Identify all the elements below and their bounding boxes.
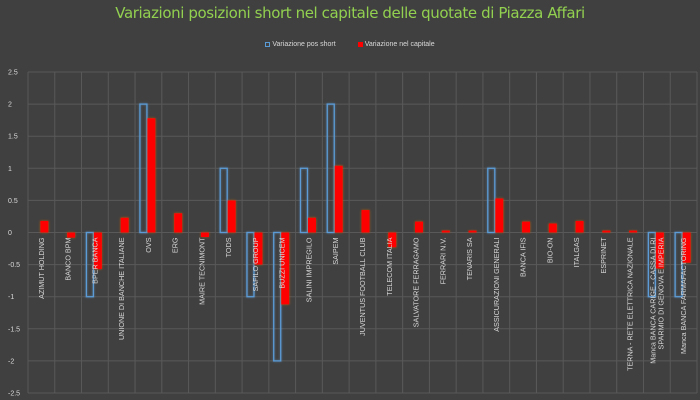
- bar-capitale: [147, 118, 156, 233]
- x-category-label: MAIRE TECNIMONT: [197, 237, 206, 305]
- legend-item-capitale[interactable]: Variazione nel capitale: [357, 41, 435, 48]
- bar-short: [647, 231, 657, 298]
- x-category-label: ESPRINET: [599, 237, 608, 274]
- x-category-label: TENARIS SA: [465, 237, 474, 280]
- legend: Variazione pos short Variazione nel capi…: [0, 41, 700, 48]
- bar-capitale: [120, 217, 129, 233]
- x-category-label: Manca BANCA FARMAFACTORING: [679, 237, 688, 354]
- x-category-label-line: SPARMIO DI GENOVA E IMPERIA: [656, 237, 665, 349]
- bar-capitale: [441, 230, 450, 233]
- bar-capitale: [40, 220, 49, 233]
- bar-short: [246, 231, 255, 298]
- x-category-label: Manca BANCA CARIGE - CASSA DI RISPARMIO …: [648, 237, 665, 363]
- x-category-label: SALVATORE FERRAGAMO: [412, 237, 421, 327]
- x-category-label: ERG: [171, 237, 180, 253]
- y-tick-label: -1.5: [8, 326, 20, 333]
- y-tick-label: 2.5: [8, 70, 18, 77]
- bar-capitale: [174, 213, 183, 233]
- legend-swatch-short: [265, 42, 271, 47]
- y-tick-label: -2: [8, 358, 14, 365]
- x-category-label: TODS: [224, 237, 233, 257]
- y-tick-label: -2.5: [8, 391, 20, 398]
- bar-capitale: [388, 232, 397, 248]
- x-category-label: JUVENTUS FOOTBALL CLUB: [358, 237, 367, 336]
- x-category-label-line: Manca BANCA CARIGE - CASSA DI RI: [648, 238, 657, 364]
- bar-capitale: [602, 230, 611, 233]
- bar-short: [299, 167, 309, 234]
- x-category-label: SALINI IMPREGILO: [304, 237, 313, 302]
- bar-short: [85, 231, 95, 298]
- bar-capitale: [307, 217, 316, 233]
- y-tick-label: -0.5: [8, 262, 20, 269]
- x-category-label: TELECOM ITALIA: [385, 237, 394, 295]
- bar-capitale: [281, 232, 290, 305]
- bar-capitale: [575, 220, 584, 233]
- x-category-label: BANCO BPM: [64, 237, 73, 280]
- legend-swatch-capitale: [357, 42, 363, 47]
- x-category-label: BANCA IFIS: [519, 237, 528, 277]
- y-tick-label: 2: [8, 102, 12, 109]
- x-category-label: FERRARI N.V.: [438, 238, 447, 285]
- legend-item-short[interactable]: Variazione pos short: [265, 41, 336, 48]
- bar-capitale: [548, 223, 557, 233]
- x-category-label: SAIPEM: [331, 237, 340, 264]
- legend-label-capitale: Variazione nel capitale: [364, 41, 435, 48]
- bar-capitale: [495, 198, 504, 233]
- bar-capitale: [522, 221, 531, 233]
- bar-short: [219, 167, 228, 234]
- y-tick-label: -1: [8, 294, 14, 301]
- y-tick-label: 1: [8, 166, 12, 173]
- x-category-label: OVS: [144, 237, 153, 252]
- bar-capitale: [682, 232, 691, 263]
- bar-capitale: [227, 200, 236, 233]
- bar-capitale: [67, 232, 76, 238]
- x-category-label: BPER BANCA: [90, 237, 99, 284]
- bar-capitale: [361, 210, 370, 233]
- bar-capitale: [629, 230, 638, 233]
- x-category-label: TERNA - RETE ELETTRICA NAZIONALE: [626, 237, 635, 371]
- y-tick-label: 0: [8, 230, 12, 237]
- bar-short: [326, 103, 335, 234]
- bar-capitale: [200, 232, 209, 237]
- bar-short: [487, 167, 496, 234]
- x-category-label: BUZZI UNICEM: [278, 237, 287, 288]
- x-category-label: BIO-ON: [545, 238, 554, 264]
- bar-capitale: [468, 230, 477, 233]
- bar-short: [674, 231, 683, 298]
- bar-capitale: [415, 221, 424, 233]
- chart-title: Variazioni posizioni short nel capitale …: [115, 4, 585, 22]
- x-category-label: UNIONE DI BANCHE ITALIANE: [117, 237, 126, 340]
- x-category-label: ITALGAS: [572, 237, 581, 267]
- bar-capitale: [655, 232, 664, 269]
- y-tick-label: 0.5: [8, 198, 18, 205]
- bar-capitale: [334, 165, 343, 233]
- x-category-label: SAFILO GROUP: [251, 237, 260, 291]
- bar-short: [139, 103, 148, 234]
- x-category-label: ASSICURAZIONI GENERALI: [492, 238, 501, 332]
- legend-label-short: Variazione pos short: [272, 41, 336, 48]
- y-tick-label: 1.5: [8, 134, 18, 141]
- x-category-label: AZIMUT HOLDING: [37, 237, 46, 299]
- bar-capitale: [93, 232, 102, 270]
- bar-short: [273, 231, 282, 362]
- bar-capitale: [254, 232, 263, 265]
